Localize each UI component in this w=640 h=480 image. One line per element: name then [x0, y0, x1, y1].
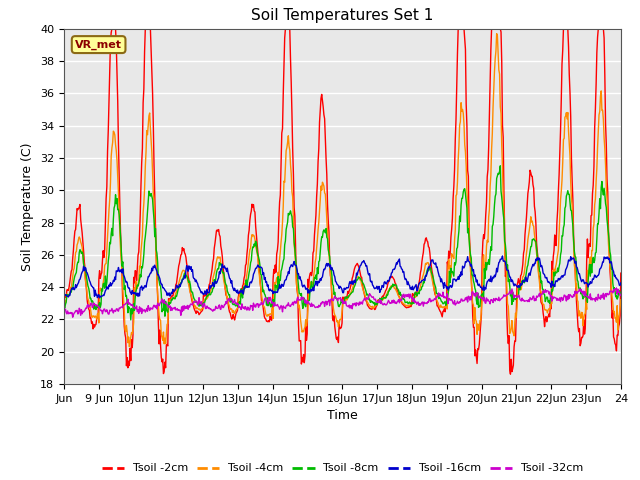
Tsoil -4cm: [277, 240, 285, 245]
Tsoil -16cm: [277, 285, 285, 291]
Tsoil -16cm: [228, 284, 236, 289]
Tsoil -8cm: [228, 301, 236, 307]
Tsoil -4cm: [617, 297, 625, 302]
Tsoil -8cm: [401, 297, 408, 303]
Tsoil -32cm: [617, 292, 625, 298]
Tsoil -16cm: [96, 295, 104, 301]
Tsoil -8cm: [617, 293, 625, 299]
Tsoil -16cm: [60, 294, 68, 300]
Tsoil -8cm: [125, 305, 133, 311]
Tsoil -32cm: [256, 302, 264, 308]
Line: Tsoil -8cm: Tsoil -8cm: [64, 166, 621, 320]
Tsoil -16cm: [432, 260, 440, 266]
Tsoil -2cm: [277, 161, 285, 167]
Tsoil -32cm: [612, 285, 620, 291]
Tsoil -32cm: [277, 303, 285, 309]
Title: Soil Temperatures Set 1: Soil Temperatures Set 1: [252, 9, 433, 24]
Tsoil -4cm: [228, 310, 236, 315]
Tsoil -32cm: [69, 314, 77, 320]
Tsoil -16cm: [617, 280, 625, 286]
Tsoil -2cm: [507, 372, 515, 377]
Tsoil -16cm: [499, 253, 506, 259]
Tsoil -2cm: [228, 316, 236, 322]
Tsoil -16cm: [256, 264, 264, 270]
Tsoil -4cm: [126, 340, 134, 346]
Tsoil -8cm: [256, 263, 264, 269]
Tsoil -4cm: [60, 311, 68, 317]
Legend: Tsoil -2cm, Tsoil -4cm, Tsoil -8cm, Tsoil -16cm, Tsoil -32cm: Tsoil -2cm, Tsoil -4cm, Tsoil -8cm, Tsoi…: [97, 459, 588, 478]
Tsoil -16cm: [126, 289, 134, 295]
Tsoil -8cm: [432, 285, 440, 290]
Line: Tsoil -32cm: Tsoil -32cm: [64, 288, 621, 317]
Line: Tsoil -4cm: Tsoil -4cm: [64, 34, 621, 347]
Tsoil -8cm: [60, 303, 68, 309]
Tsoil -4cm: [256, 280, 264, 286]
Line: Tsoil -16cm: Tsoil -16cm: [64, 256, 621, 298]
Tsoil -4cm: [401, 302, 408, 308]
Line: Tsoil -2cm: Tsoil -2cm: [64, 29, 621, 374]
Tsoil -32cm: [228, 299, 236, 304]
Tsoil -8cm: [497, 163, 504, 168]
Tsoil -2cm: [126, 346, 134, 351]
Tsoil -8cm: [277, 268, 285, 274]
Tsoil -2cm: [60, 295, 68, 300]
Tsoil -2cm: [617, 270, 625, 276]
Tsoil -4cm: [432, 293, 440, 299]
Y-axis label: Soil Temperature (C): Soil Temperature (C): [22, 142, 35, 271]
Tsoil -2cm: [256, 276, 264, 282]
Tsoil -32cm: [432, 297, 440, 302]
X-axis label: Time: Time: [327, 409, 358, 422]
Tsoil -8cm: [127, 317, 134, 323]
Tsoil -32cm: [401, 295, 408, 300]
Tsoil -2cm: [432, 293, 440, 299]
Tsoil -2cm: [401, 303, 408, 309]
Tsoil -32cm: [60, 309, 68, 315]
Tsoil -4cm: [125, 344, 133, 349]
Tsoil -2cm: [108, 26, 116, 32]
Tsoil -16cm: [401, 274, 408, 280]
Tsoil -4cm: [493, 31, 500, 36]
Tsoil -32cm: [126, 300, 134, 306]
Text: VR_met: VR_met: [75, 39, 122, 50]
